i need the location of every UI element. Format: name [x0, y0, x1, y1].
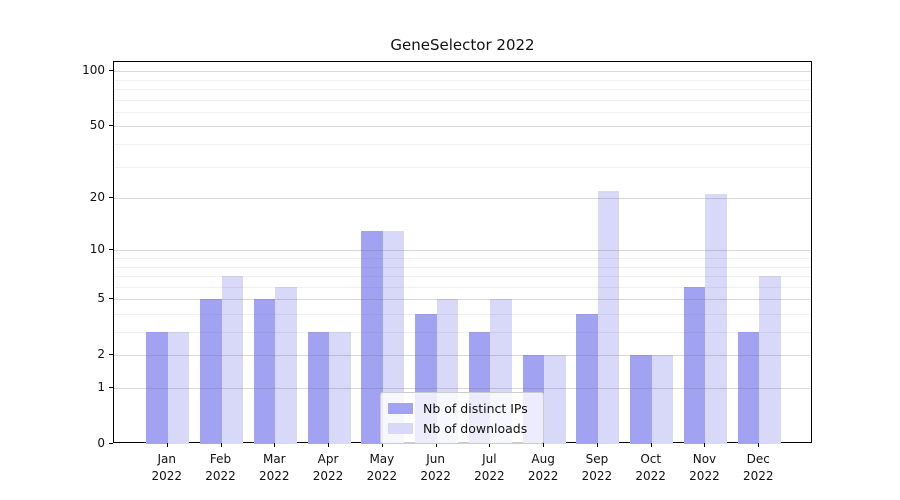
- x-tick-dec: [758, 443, 760, 447]
- x-tick-jan: [166, 443, 168, 447]
- y-tick-label-1: 1: [97, 379, 105, 394]
- y-tick-2: [109, 354, 113, 356]
- y-tick-100: [109, 70, 113, 72]
- gridline-minor-60: [114, 111, 811, 113]
- legend: Nb of distinct IPs Nb of downloads: [380, 392, 544, 444]
- legend-swatch-distinct-ips: [388, 402, 413, 414]
- legend-label-downloads: Nb of downloads: [423, 420, 528, 436]
- bar-nb-of-distinct-ips-may: [361, 230, 383, 444]
- gridline-major-100: [114, 71, 811, 73]
- y-tick-label-0: 0: [97, 436, 105, 450]
- legend-label-distinct-ips: Nb of distinct IPs: [423, 400, 528, 416]
- x-tick-feb: [220, 443, 222, 447]
- x-tick-mar: [274, 443, 276, 447]
- bar-nb-of-distinct-ips-nov: [683, 286, 706, 444]
- bar-nb-of-downloads-oct: [651, 355, 674, 444]
- x-tick-label-aug: Aug 2022: [527, 452, 559, 483]
- bar-nb-of-downloads-nov: [705, 194, 727, 444]
- x-tick-oct: [650, 443, 652, 447]
- chart-title: GeneSelector 2022: [390, 36, 535, 54]
- x-tick-sep: [596, 443, 598, 447]
- bar-nb-of-distinct-ips-mar: [253, 299, 276, 444]
- x-tick-label-feb: Feb 2022: [205, 452, 236, 483]
- gridline-major-50: [114, 126, 811, 128]
- x-tick-label-apr: Apr 2022: [312, 452, 344, 483]
- gridline-minor-9: [114, 257, 811, 259]
- y-tick-10: [109, 249, 113, 251]
- gridline-major-2: [114, 355, 811, 357]
- y-tick-label-5: 5: [97, 291, 105, 306]
- gridline-minor-3: [114, 332, 811, 333]
- bar-nb-of-distinct-ips-sep: [576, 313, 598, 444]
- bar-nb-of-downloads-sep: [597, 190, 620, 444]
- gridline-minor-6: [114, 286, 811, 288]
- gridline-minor-8: [114, 266, 811, 268]
- gridline-major-20: [114, 198, 811, 199]
- bar-nb-of-distinct-ips-oct: [630, 355, 652, 444]
- x-tick-label-jul: Jul 2022: [474, 452, 505, 483]
- gridline-major-5: [114, 299, 811, 301]
- bar-nb-of-downloads-dec: [759, 275, 781, 444]
- legend-swatch-downloads: [388, 422, 413, 434]
- bar-nb-of-downloads-mar: [275, 286, 297, 444]
- y-tick-label-2: 2: [97, 347, 105, 362]
- x-tick-label-dec: Dec 2022: [742, 452, 774, 483]
- x-tick-label-mar: Mar 2022: [259, 452, 290, 483]
- y-tick-50: [109, 125, 113, 127]
- bar-nb-of-downloads-apr: [329, 331, 351, 444]
- x-tick-jun: [435, 443, 437, 447]
- bar-nb-of-distinct-ips-jan: [146, 331, 168, 444]
- gridline-minor-70: [114, 99, 811, 101]
- bar-nb-of-downloads-feb: [221, 275, 244, 444]
- x-tick-label-oct: Oct 2022: [635, 452, 666, 483]
- x-tick-jul: [489, 443, 491, 447]
- gridline-major-1: [114, 388, 811, 389]
- grid-layer: [114, 62, 811, 442]
- bar-nb-of-distinct-ips-apr: [307, 331, 330, 444]
- y-tick-20: [109, 196, 113, 198]
- x-tick-aug: [543, 443, 545, 447]
- gridline-minor-80: [114, 88, 811, 90]
- gridline-minor-40: [114, 143, 811, 145]
- y-tick-label-10: 10: [89, 242, 105, 257]
- x-tick-label-jan: Jan 2022: [151, 452, 183, 483]
- x-tick-label-sep: Sep 2022: [581, 452, 613, 483]
- bar-nb-of-downloads-jan: [167, 331, 190, 444]
- bar-nb-of-distinct-ips-dec: [737, 331, 760, 444]
- bar-nb-of-distinct-ips-feb: [200, 299, 222, 444]
- x-tick-label-jun: Jun 2022: [420, 452, 451, 483]
- legend-item-downloads: Nb of downloads: [388, 418, 535, 438]
- x-tick-label-may: May 2022: [366, 452, 398, 483]
- x-tick-nov: [704, 443, 706, 447]
- legend-item-distinct-ips: Nb of distinct IPs: [388, 398, 535, 418]
- gridline-minor-30: [114, 166, 811, 168]
- y-tick-0: [109, 443, 113, 444]
- y-tick-label-100: 100: [82, 63, 105, 78]
- y-tick-label-50: 50: [89, 118, 105, 133]
- gridline-minor-90: [114, 79, 811, 81]
- gridline-minor-7: [114, 276, 811, 277]
- y-tick-label-20: 20: [89, 189, 105, 204]
- y-tick-5: [109, 298, 113, 300]
- bar-nb-of-downloads-may: [382, 230, 405, 444]
- plot-area: [113, 61, 812, 444]
- gridline-minor-4: [114, 313, 811, 315]
- gridline-major-10: [114, 250, 811, 252]
- x-tick-label-nov: Nov 2022: [689, 452, 720, 483]
- y-tick-1: [109, 386, 113, 388]
- bar-nb-of-downloads-aug: [544, 355, 566, 444]
- x-tick-may: [381, 443, 383, 447]
- x-tick-apr: [328, 443, 330, 447]
